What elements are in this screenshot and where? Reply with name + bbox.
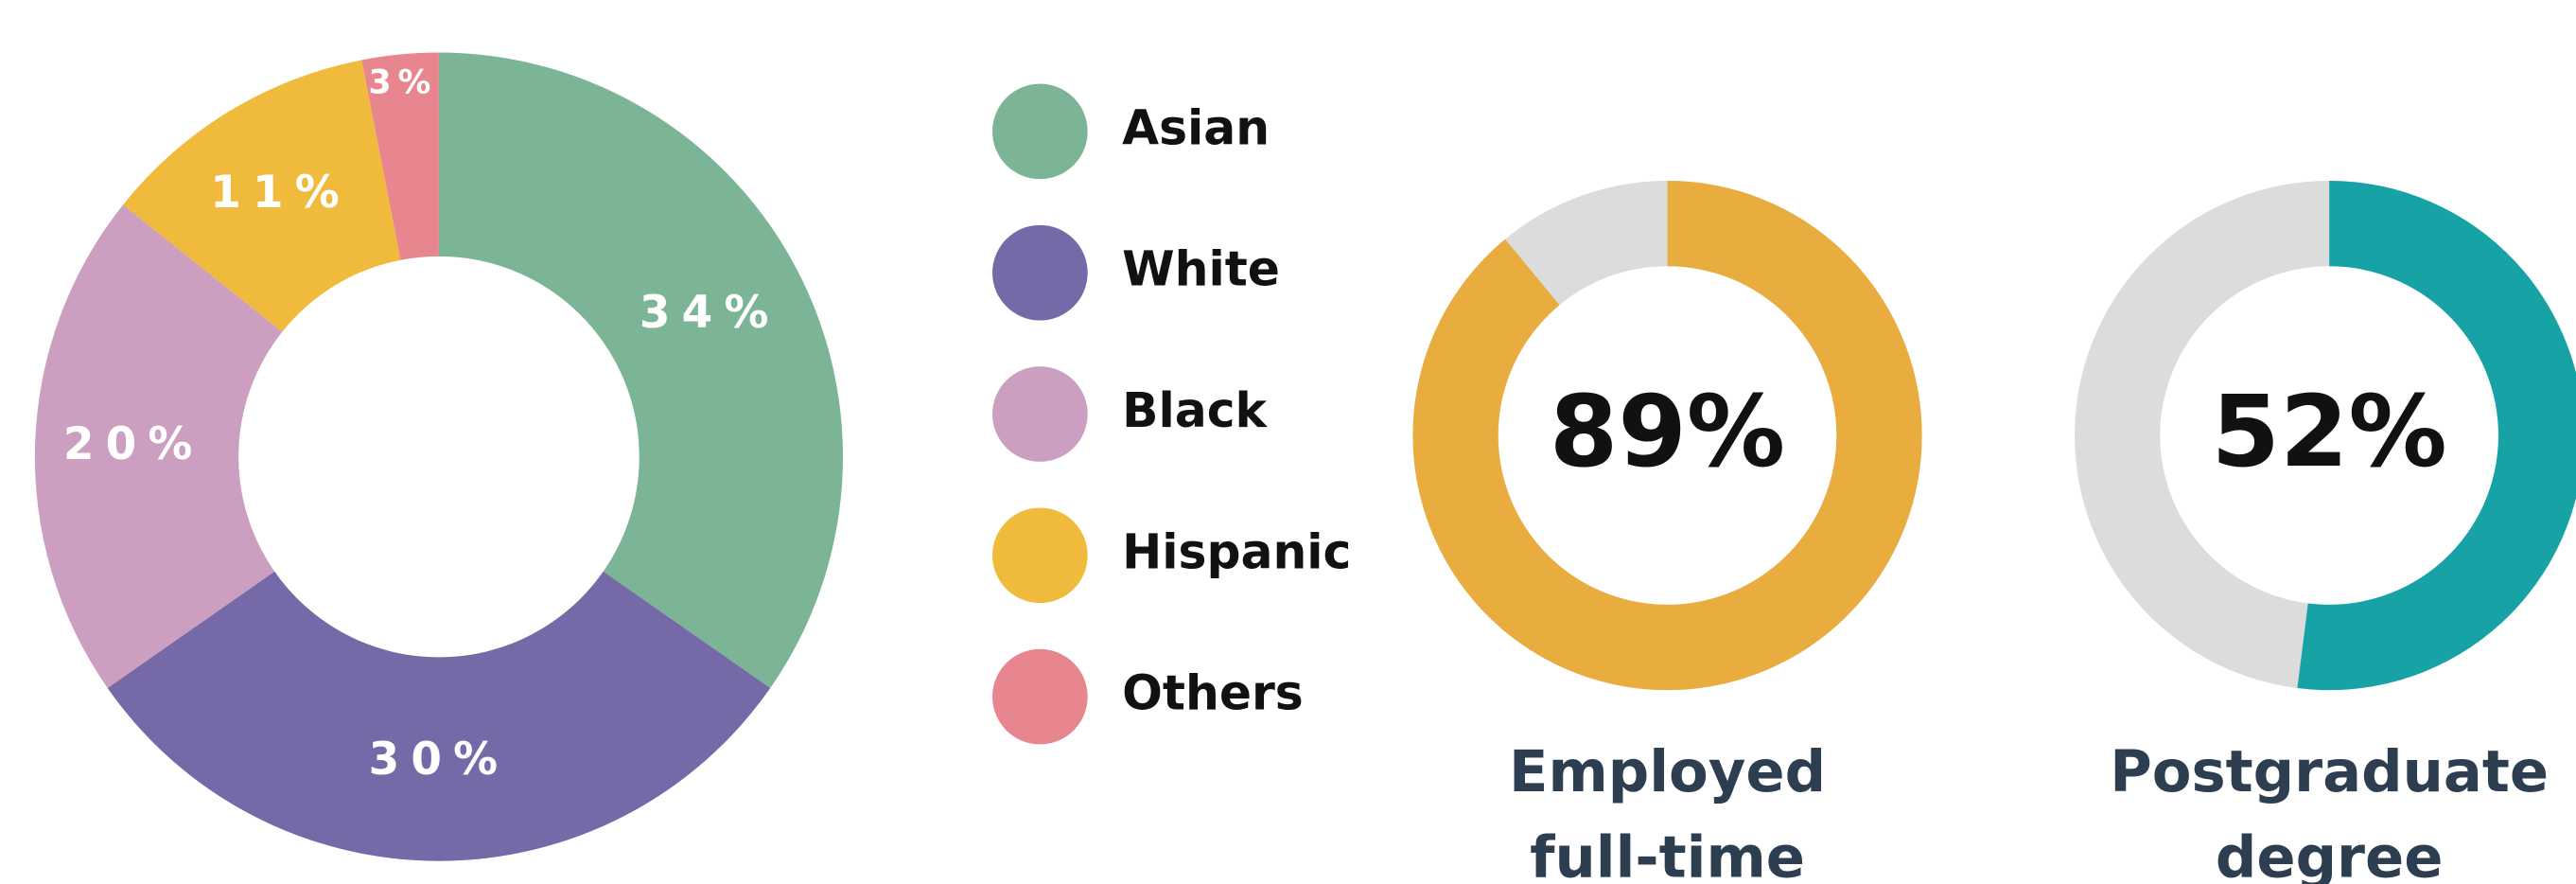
donut-segment	[438, 52, 844, 688]
segment-label: 11%	[210, 167, 351, 219]
segment-label: 20%	[63, 418, 204, 470]
donut-segment	[361, 52, 439, 260]
legend-swatch	[992, 507, 1088, 604]
gauge-caption: Postgraduate	[2110, 739, 2549, 805]
gauge-value: 89%	[1550, 374, 1785, 489]
legend-swatch	[992, 224, 1088, 321]
segment-label: 30%	[369, 734, 510, 786]
gauge-caption: full-time	[1530, 824, 1805, 884]
legend-swatch	[992, 83, 1088, 180]
donut-segment	[123, 60, 401, 332]
gauge-arc	[1412, 180, 1922, 691]
legend-swatch	[992, 648, 1088, 745]
gauge-value: 52%	[2212, 374, 2447, 489]
legend-swatch	[992, 366, 1088, 462]
donut-segment	[107, 571, 771, 861]
legend-label: Hispanic	[1122, 523, 1351, 579]
segment-label: 3%	[369, 64, 438, 102]
segment-label: 34%	[640, 287, 780, 339]
donut-segment	[34, 204, 283, 688]
gauge-caption: Employed	[1509, 739, 1826, 805]
legend-label: Asian	[1122, 99, 1270, 155]
gauge-caption: degree	[2216, 824, 2444, 884]
legend-label: Black	[1122, 382, 1268, 438]
legend-label: Others	[1122, 665, 1304, 721]
gauge-arc	[2297, 180, 2576, 691]
legend-label: White	[1122, 241, 1280, 297]
